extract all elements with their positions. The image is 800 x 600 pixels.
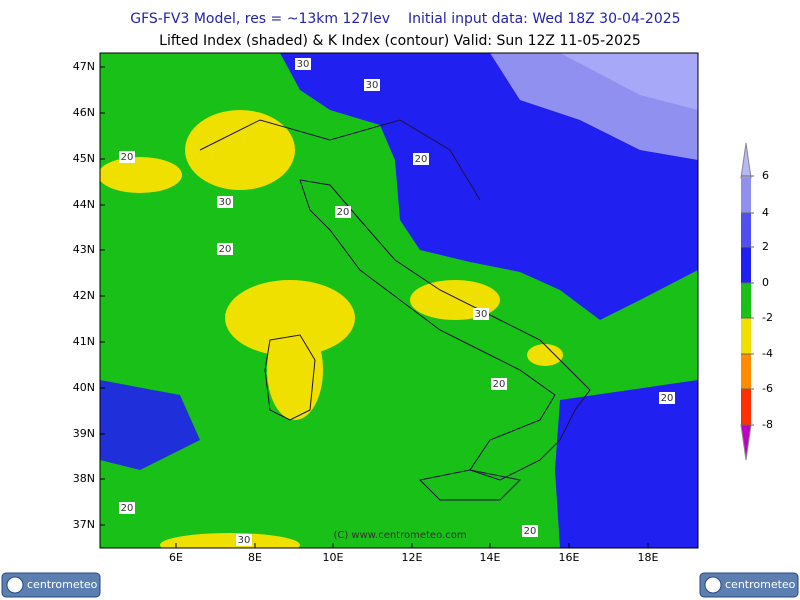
contour-label-bg	[522, 525, 538, 537]
lat-label: 44N	[73, 198, 95, 211]
colorbar-swatch	[741, 318, 751, 354]
contour-label: 20	[415, 154, 428, 165]
logo-box	[1, 572, 101, 598]
subtitle: Lifted Index (shaded) & K Index (contour…	[159, 33, 641, 49]
contour-label-bg	[236, 534, 252, 546]
coastline	[418, 469, 522, 501]
coastline	[299, 179, 591, 481]
logo-right: centrometeo	[699, 572, 799, 598]
colorbar-label: -2	[762, 311, 773, 324]
field-yellow	[267, 320, 323, 420]
border	[199, 119, 481, 201]
lat-label: 39N	[73, 427, 95, 440]
lon-label: 18E	[638, 551, 659, 564]
logo-text: centrometeo	[27, 578, 98, 591]
colorbar-swatch	[741, 213, 751, 247]
contour-label-bg	[217, 243, 233, 255]
contour-label: 20	[337, 207, 350, 218]
contour-label-bg	[119, 151, 135, 163]
colorbar-label: -4	[762, 347, 773, 360]
copyright: (C) www.centrometeo.com	[333, 530, 466, 541]
contour-label-bg	[295, 58, 311, 70]
lat-label: 37N	[73, 518, 95, 531]
contour-label: 30	[238, 535, 251, 546]
lon-label: 14E	[480, 551, 501, 564]
field-yellow	[527, 344, 563, 366]
field-blue	[555, 380, 698, 548]
colorbar-label: -6	[762, 382, 773, 395]
contour-label-bg	[217, 196, 233, 208]
colorbar-label: 0	[762, 276, 769, 289]
contour-label: 20	[121, 503, 134, 514]
lat-label: 43N	[73, 243, 95, 256]
colorbar	[740, 142, 752, 461]
contour-label-bg	[119, 502, 135, 514]
lon-label: 16E	[559, 551, 580, 564]
coastline	[264, 334, 316, 421]
contour-label: 30	[219, 197, 232, 208]
field-yellow	[225, 280, 355, 356]
map-frame	[99, 52, 699, 549]
logo-icon	[704, 576, 722, 594]
colorbar-label: 4	[762, 206, 769, 219]
field-yellow	[160, 533, 300, 548]
lat-label: 40N	[73, 381, 95, 394]
colorbar-label: 2	[762, 240, 769, 253]
title-model: GFS-FV3 Model, res = ~13km 127lev	[130, 11, 390, 27]
contour-label-bg	[335, 206, 351, 218]
contour-label: 30	[297, 59, 310, 70]
lon-label: 12E	[402, 551, 423, 564]
lat-label: 42N	[73, 289, 95, 302]
lon-label: 6E	[169, 551, 183, 564]
title-init: Initial input data: Wed 18Z 30-04-2025	[408, 11, 681, 27]
colorbar-cap	[740, 142, 752, 179]
contour-label: 20	[121, 152, 134, 163]
colorbar-swatch	[741, 178, 751, 213]
contour-label: 20	[661, 393, 674, 404]
logo-icon	[6, 576, 24, 594]
contour-label-bg	[413, 153, 429, 165]
contour-label: 30	[366, 80, 379, 91]
colorbar-cap	[740, 424, 752, 461]
logo-box	[699, 572, 799, 598]
contour-label-bg	[659, 392, 675, 404]
colorbar-swatch	[741, 283, 751, 318]
colorbar-swatch	[741, 389, 751, 425]
logo-text: centrometeo	[725, 578, 796, 591]
contour-label-bg	[491, 378, 507, 390]
field-blue	[100, 380, 200, 470]
contour-label: 20	[219, 244, 232, 255]
colorbar-swatch	[741, 247, 751, 283]
colorbar-swatch	[741, 354, 751, 389]
contour-label-bg	[364, 79, 380, 91]
map: (C) www.centrometeo.com	[99, 52, 699, 549]
contour-label-bg	[473, 308, 489, 320]
field-lightpurple	[560, 53, 698, 110]
lon-label: 10E	[323, 551, 344, 564]
lat-label: 46N	[73, 106, 95, 119]
contour-label: 20	[493, 379, 506, 390]
colorbar-label: 6	[762, 169, 769, 182]
field-yellow	[100, 157, 182, 193]
lon-label: 8E	[248, 551, 262, 564]
lat-label: 47N	[73, 60, 95, 73]
logo-left: centrometeo	[1, 572, 101, 598]
contour-label: 20	[524, 526, 537, 537]
contour-label: 30	[475, 309, 488, 320]
lat-label: 38N	[73, 472, 95, 485]
field-yellow	[185, 110, 295, 190]
lat-label: 41N	[73, 335, 95, 348]
lat-label: 45N	[73, 152, 95, 165]
colorbar-label: -8	[762, 418, 773, 431]
